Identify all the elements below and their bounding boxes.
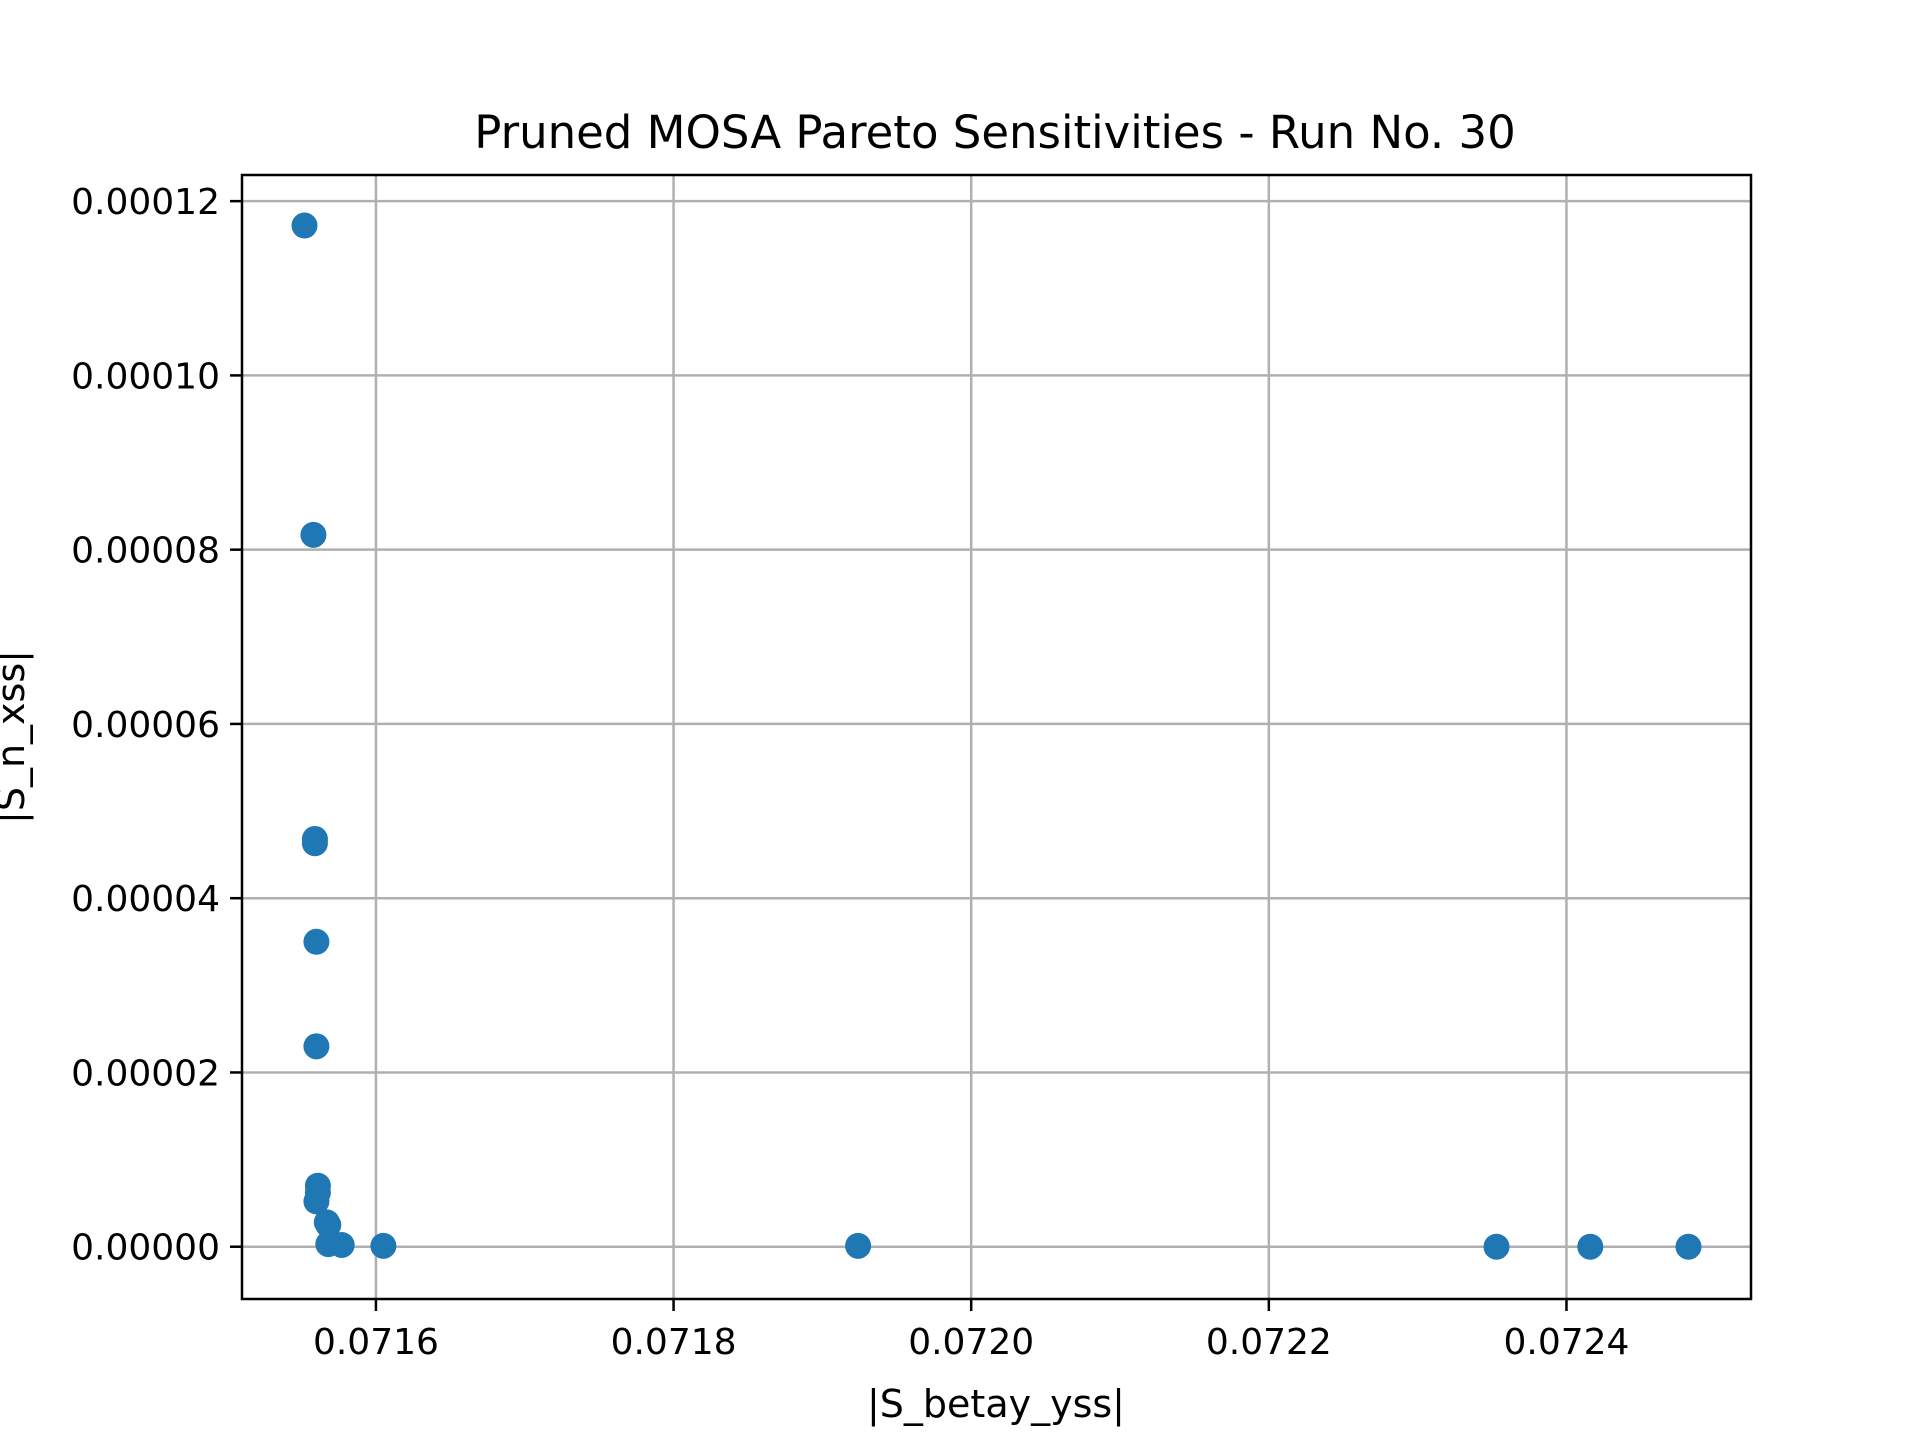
chart-title: Pruned MOSA Pareto Sensitivities - Run N… (474, 106, 1516, 159)
x-axis-label: |S_betay_yss| (867, 1382, 1125, 1427)
x-tick-label: 0.0720 (908, 1322, 1034, 1363)
y-tick-label: 0.00002 (71, 1053, 220, 1094)
data-point (303, 1033, 330, 1060)
x-tick-label: 0.0716 (313, 1322, 439, 1363)
axes-frame (240, 173, 1753, 1301)
y-grid (242, 199, 1751, 1248)
x-tick-label: 0.0718 (611, 1322, 737, 1363)
data-point (291, 212, 318, 239)
y-axis-label: |S_n_xss| (0, 650, 34, 824)
data-point (303, 1188, 330, 1215)
y-axis-ticks: 0.00000 0.00002 0.00004 0.00006 0.00008 0.000… (71, 182, 242, 1269)
y-tick-label: 0.00008 (71, 531, 220, 572)
data-point (328, 1231, 355, 1258)
x-tick-label: 0.0722 (1206, 1322, 1332, 1363)
data-point (1577, 1233, 1604, 1260)
data-point (1675, 1233, 1702, 1260)
plot-area (242, 175, 1751, 1299)
y-tick-label: 0.00012 (71, 182, 220, 223)
data-points (291, 212, 1702, 1260)
data-point (370, 1232, 397, 1259)
data-point (315, 1211, 342, 1238)
data-point (301, 830, 328, 857)
x-axis-ticks: 0.0716 0.0718 0.0720 0.0722 0.0724 (313, 1299, 1629, 1363)
y-tick-label: 0.00000 (71, 1228, 220, 1269)
y-tick-label: 0.00004 (71, 879, 220, 920)
data-point (845, 1232, 872, 1259)
data-point (1483, 1233, 1510, 1260)
y-tick-label: 0.00010 (71, 356, 220, 397)
y-tick-label: 0.00006 (71, 705, 220, 746)
data-point (303, 928, 330, 955)
x-tick-label: 0.0724 (1503, 1322, 1629, 1363)
data-point (300, 521, 327, 548)
x-grid (374, 175, 1568, 1299)
